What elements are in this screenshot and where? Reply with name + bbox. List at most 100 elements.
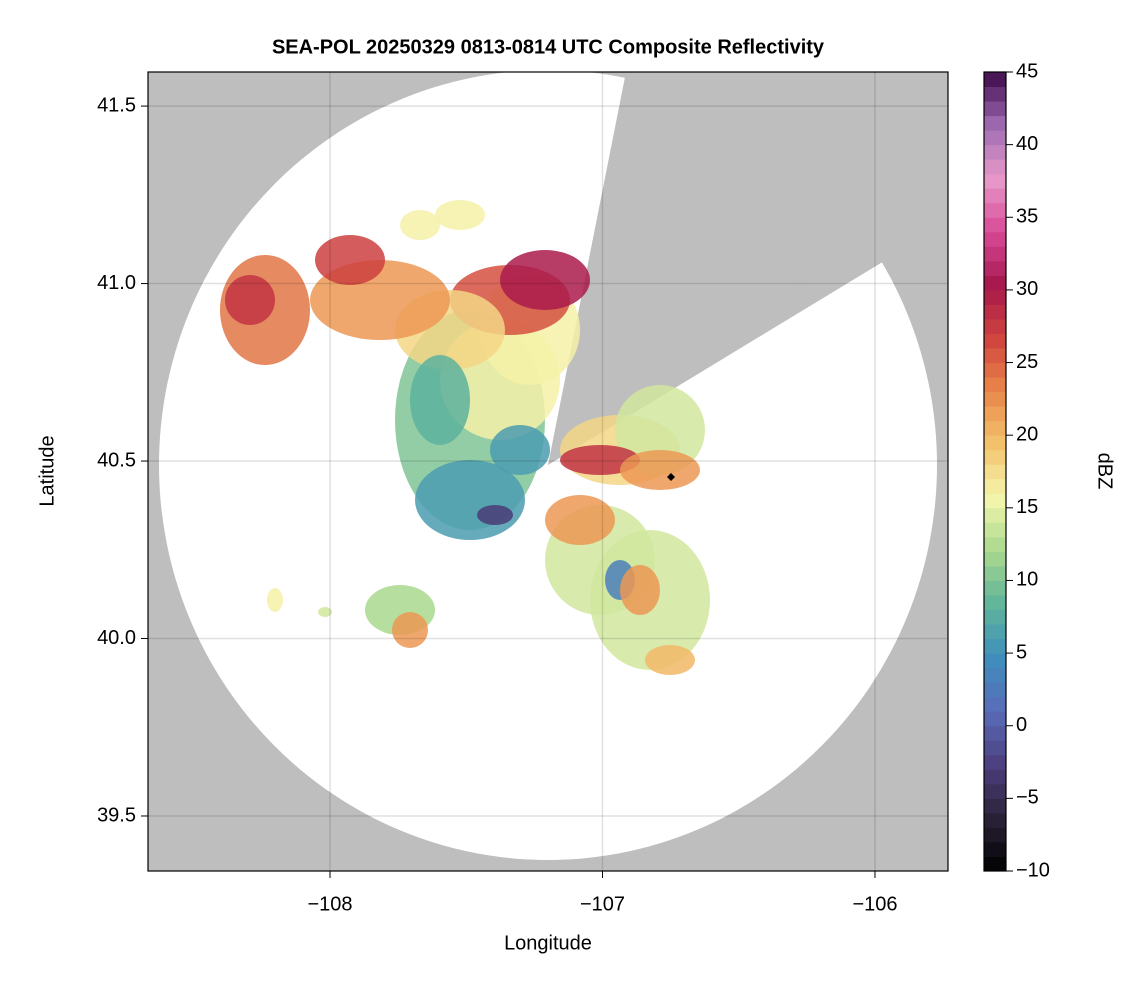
colorbar-tick-label: 40 [1016,133,1038,155]
echo [620,565,660,615]
colorbar-segment [984,827,1006,843]
colorbar-tick-label: 0 [1016,714,1027,736]
colorbar-segment [984,115,1006,131]
colorbar-segment [984,638,1006,654]
colorbar-segment [984,609,1006,625]
echo [435,200,485,230]
colorbar-segment [984,769,1006,785]
colorbar-segment [984,783,1006,799]
colorbar-segment [984,130,1006,146]
echo [477,505,513,525]
echo [500,250,590,310]
colorbar-segment [984,754,1006,770]
colorbar-segment [984,391,1006,407]
colorbar-frame [983,71,1007,872]
colorbar-tick-label: −10 [1016,859,1050,881]
colorbar-segment [984,348,1006,364]
colorbar-segment [984,304,1006,320]
colorbar-segment [984,565,1006,581]
colorbar-segment [984,536,1006,552]
colorbar-segment [984,231,1006,247]
colorbar-segment [984,217,1006,233]
y-tick-label: 39.5 [97,804,136,826]
colorbar-segment [984,551,1006,567]
colorbar-segment [984,464,1006,480]
colorbar-segment [984,144,1006,160]
colorbar-segment [984,420,1006,436]
y-tick-label: 41.5 [97,94,136,116]
colorbar-segment [984,740,1006,756]
colorbar-segment [984,188,1006,204]
colorbar-segment [984,202,1006,218]
y-tick-label: 40.0 [97,627,136,649]
colorbar-tick-label: 20 [1016,423,1038,445]
colorbar-segment [984,333,1006,349]
x-tick-label: −108 [307,893,352,915]
colorbar-tick-label: 10 [1016,569,1038,591]
echo [615,385,705,475]
blocked-sector-edge [548,96,860,465]
colorbar-segment [984,580,1006,596]
colorbar-segment [984,653,1006,669]
colorbar-segment [984,478,1006,494]
colorbar-segment [984,173,1006,189]
x-tick-label: −107 [580,893,625,915]
colorbar-tick-label: −5 [1016,787,1039,809]
colorbar-tick-label: 35 [1016,206,1038,228]
colorbar-segment [984,725,1006,741]
colorbar-segment [984,260,1006,276]
echo [620,450,700,490]
echo [267,588,283,612]
y-axis-label: Latitude [36,435,58,506]
echo [545,495,615,545]
echo [645,645,695,675]
colorbar-segment [984,246,1006,262]
echo [225,275,275,325]
colorbar-segment [984,449,1006,465]
colorbar-segment [984,377,1006,393]
chart-title: SEA-POL 20250329 0813-0814 UTC Composite… [272,36,825,58]
colorbar-segment [984,711,1006,727]
colorbar-tick-label: 5 [1016,641,1027,663]
plot-area [148,72,948,871]
colorbar-segment [984,435,1006,451]
colorbar-tick-label: 30 [1016,278,1038,300]
colorbar-segment [984,289,1006,305]
colorbar-segment [984,101,1006,117]
colorbar-segment [984,667,1006,683]
y-tick-label: 41.0 [97,272,136,294]
colorbar-segment [984,696,1006,712]
x-tick-label: −106 [852,893,897,915]
colorbar-tick-label: 25 [1016,351,1038,373]
colorbar-segment [984,798,1006,814]
colorbar-segment [984,493,1006,509]
colorbar-segment [984,682,1006,698]
colorbar-segment [984,318,1006,334]
echo [400,210,440,240]
colorbar-segment [984,624,1006,640]
colorbar-segment [984,275,1006,291]
colorbar-segment [984,856,1006,872]
colorbar-segment [984,159,1006,175]
colorbar-segment [984,841,1006,857]
echo [318,607,332,617]
colorbar-segment [984,507,1006,523]
x-axis-label: Longitude [504,932,592,954]
echo [410,355,470,445]
colorbar-segment [984,72,1006,88]
colorbar-segment [984,86,1006,102]
colorbar-tick-label: 45 [1016,60,1038,82]
radar-site [667,473,675,481]
echo [392,612,428,648]
colorbar-segment [984,522,1006,538]
echo [560,445,640,475]
echo [315,235,385,285]
colorbar-tick-label: 15 [1016,496,1038,518]
colorbar-segment [984,812,1006,828]
colorbar-segment [984,362,1006,378]
echo [490,425,550,475]
colorbar-segment [984,594,1006,611]
plot-frame [147,71,949,872]
colorbar-segment [984,406,1006,422]
